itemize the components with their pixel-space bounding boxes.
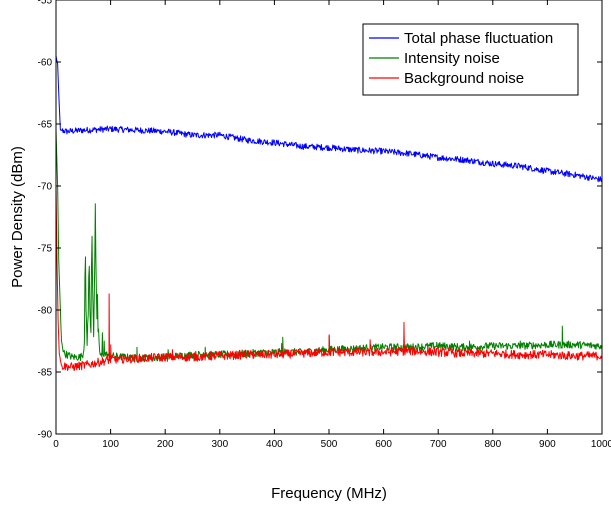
y-tick-label: -80 (38, 306, 53, 317)
x-tick-label: 700 (430, 439, 447, 450)
x-tick-label: 600 (375, 439, 392, 450)
series-line-1 (56, 55, 602, 183)
legend-box (362, 23, 579, 96)
y-tick-label: -75 (38, 244, 53, 255)
y-axis: -90 -85 -80 -75 -70 -65 -60 -55 (38, 0, 602, 441)
legend-label: Background noise (404, 70, 524, 87)
y-tick-label: -60 (38, 58, 53, 69)
x-tick-label: 300 (211, 439, 228, 450)
y-tick-label: -85 (38, 368, 53, 379)
series-line-3 (56, 186, 602, 372)
x-axis: 0 100 200 300 400 500 600 700 800 900 1000 (53, 0, 611, 450)
x-tick-label: 400 (266, 439, 283, 450)
x-tick-label: 0 (53, 439, 59, 450)
legend-label: Intensity noise (404, 50, 500, 67)
legend-label: Total phase fluctuation (404, 30, 553, 47)
x-axis-label: Frequency (MHz) (271, 485, 387, 502)
x-tick-label: 1000 (591, 439, 611, 450)
x-tick-label: 500 (321, 439, 338, 450)
x-tick-label: 800 (484, 439, 501, 450)
y-axis-label: Power Density (dBm) (9, 146, 26, 288)
legend: Total phase fluctuation Intensity noise Ba… (362, 23, 579, 96)
x-tick-label: 200 (157, 439, 174, 450)
y-tick-label: -65 (38, 120, 53, 131)
series-group (56, 55, 602, 372)
y-tick-label: -55 (38, 0, 53, 7)
x-tick-label: 900 (539, 439, 556, 450)
y-tick-label: -90 (38, 430, 53, 441)
y-tick-label: -70 (38, 182, 53, 193)
x-tick-label: 100 (102, 439, 119, 450)
